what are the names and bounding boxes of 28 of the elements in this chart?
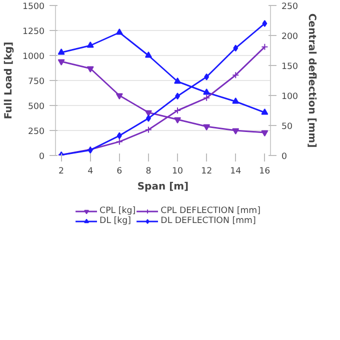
y2-tick-label: 50 [282,122,293,132]
legend-label: DL [kg] [100,216,132,226]
y-tick-label: 1500 [22,2,44,12]
y-axis-title: Full Load [kg] [3,42,14,120]
x-tick-label: 16 [259,166,270,176]
y2-tick-label: 250 [282,2,298,12]
y2-tick-label: 0 [282,152,288,162]
y-tick-label: 250 [28,127,45,137]
legend-label: CPL [kg] [100,206,136,216]
x-axis-title: Span [m] [137,182,189,192]
y-tick-label: 1000 [22,52,44,62]
x-tick-label: 4 [88,166,94,176]
y-tick-label: 0 [38,152,45,162]
x-tick-label: 14 [230,166,242,176]
y2-tick-label: 150 [282,62,298,72]
x-tick-label: 12 [201,166,212,176]
x-tick-label: 2 [58,166,64,176]
x-tick-label: 10 [172,166,184,176]
x-tick-label: 6 [116,166,122,176]
legend-label: DL DEFLECTION [mm] [160,216,256,226]
y2-tick-label: 100 [282,92,298,102]
legend-label: CPL DEFLECTION [mm] [160,206,260,216]
y-tick-label: 1250 [22,27,44,37]
x-tick-label: 8 [146,166,152,176]
y2-axis-title: Central deflection [mm] [306,13,318,148]
y-tick-label: 500 [28,102,45,112]
y2-tick-label: 200 [282,32,298,42]
y-tick-label: 750 [28,77,45,87]
